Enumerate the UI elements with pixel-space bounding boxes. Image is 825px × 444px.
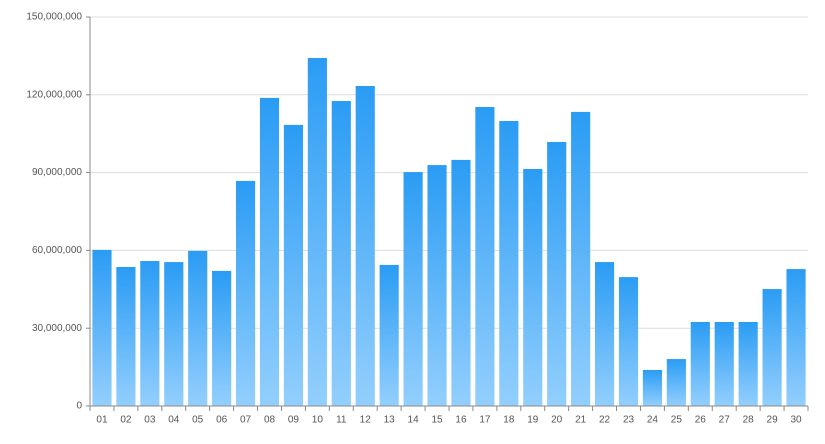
x-tick-label: 08: [264, 415, 276, 426]
x-tick-label: 22: [599, 415, 611, 426]
x-tick-label: 03: [144, 415, 156, 426]
x-tick-label: 25: [671, 415, 683, 426]
x-tick-label: 15: [431, 415, 443, 426]
bar: [714, 321, 734, 406]
bar: [188, 250, 208, 406]
bar: [140, 261, 160, 406]
x-tick-label: 26: [695, 415, 707, 426]
bar: [475, 106, 495, 406]
bar: [618, 277, 639, 406]
bar: [307, 57, 327, 406]
y-tick-label: 60,000,000: [32, 245, 82, 256]
x-tick-label: 11: [336, 415, 347, 426]
bar: [523, 168, 543, 406]
bar: [786, 269, 806, 406]
bar: [690, 321, 710, 406]
x-tick-label: 07: [240, 415, 252, 426]
x-tick-label: 06: [216, 415, 228, 426]
y-tick-label: 120,000,000: [26, 89, 82, 100]
bar: [283, 124, 304, 407]
bar: [547, 141, 567, 407]
x-tick-label: 13: [384, 415, 396, 426]
x-tick-label: 28: [743, 415, 755, 426]
x-tick-label: 24: [647, 415, 659, 426]
bar: [116, 266, 136, 406]
bar: [92, 249, 112, 406]
x-tick-label: 30: [790, 415, 802, 426]
x-tick-label: 10: [312, 415, 324, 426]
x-tick-label: 21: [575, 415, 587, 426]
x-tick-label: 17: [479, 415, 491, 426]
y-tick-label: 90,000,000: [32, 167, 82, 178]
y-tick-label: 0: [76, 401, 82, 412]
x-tick-label: 27: [719, 415, 731, 426]
x-tick-label: 05: [192, 415, 204, 426]
x-tick-label: 29: [767, 415, 779, 426]
bar: [212, 270, 232, 406]
bar: [594, 262, 615, 406]
x-tick-label: 23: [623, 415, 635, 426]
bar: [499, 120, 519, 406]
x-tick-label: 09: [288, 415, 300, 426]
bar: [331, 101, 351, 407]
bar: [164, 262, 184, 406]
bar: [259, 97, 280, 407]
y-tick-label: 150,000,000: [26, 12, 82, 23]
x-tick-label: 19: [527, 415, 539, 426]
y-tick-label: 30,000,000: [32, 323, 82, 334]
x-tick-label: 01: [96, 415, 108, 426]
bar: [235, 180, 256, 406]
bar: [403, 172, 423, 406]
bar: [427, 165, 447, 406]
x-tick-label: 18: [503, 415, 515, 426]
x-tick-label: 16: [455, 415, 467, 426]
bar: [666, 359, 686, 406]
x-tick-label: 12: [360, 415, 372, 426]
bar: [451, 159, 471, 406]
bar: [762, 289, 782, 406]
x-tick-label: 14: [408, 415, 420, 426]
x-tick-label: 04: [168, 415, 180, 426]
bar: [642, 369, 663, 406]
bar: [379, 264, 399, 406]
x-tick-label: 02: [120, 415, 132, 426]
bar: [571, 111, 591, 406]
x-tick-label: 20: [551, 415, 563, 426]
bar: [738, 321, 758, 406]
bar: [355, 85, 375, 406]
